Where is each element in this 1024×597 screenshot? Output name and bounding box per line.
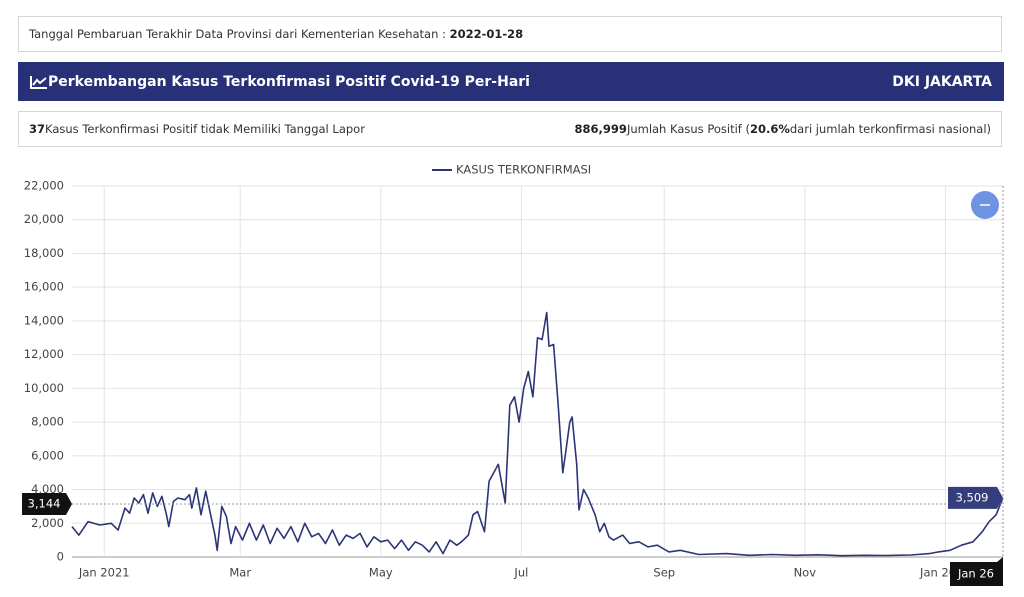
x-tick-label: Sep — [653, 566, 675, 580]
x-tick-label: Mar — [229, 566, 251, 580]
total-value: 886,999 — [574, 122, 627, 136]
share-value: 20.6% — [749, 122, 790, 136]
y-tick-label: 18,000 — [24, 246, 64, 260]
chart-icon — [30, 75, 47, 89]
update-box: Tanggal Pembaruan Terakhir Data Provinsi… — [18, 16, 1002, 52]
unreported: 37Kasus Terkonfirmasi Positif tidak Memi… — [29, 122, 365, 136]
crosshair-y-label: 3,144 — [28, 496, 61, 510]
y-tick-label: 10,000 — [24, 381, 64, 395]
tooltip-x-label: Jan 26 — [957, 567, 994, 581]
unreported-value: 37 — [29, 122, 46, 136]
update-label: Tanggal Pembaruan Terakhir Data Provinsi… — [29, 27, 446, 41]
y-tick-label: 14,000 — [24, 313, 64, 327]
y-tick-label: 16,000 — [24, 280, 64, 294]
x-tick-label: Jul — [513, 566, 528, 580]
x-tick-label: May — [369, 566, 393, 580]
legend-label: KASUS TERKONFIRMASI — [456, 163, 591, 177]
update-date: 2022-01-28 — [449, 27, 524, 41]
tooltip-box — [948, 486, 1003, 509]
crosshair-y-box — [22, 492, 72, 515]
y-tick-label: 2,000 — [31, 516, 64, 530]
panel-title: Perkembangan Kasus Terkonfirmasi Positif… — [48, 73, 530, 90]
y-tick-label: 0 — [57, 550, 64, 564]
tooltip-x-box — [950, 557, 1003, 586]
stats-box: 37Kasus Terkonfirmasi Positif tidak Memi… — [18, 111, 1002, 147]
y-tick-label: 4,000 — [31, 482, 64, 496]
y-tick-label: 20,000 — [24, 212, 64, 226]
unreported-label: Kasus Terkonfirmasi Positif tidak Memili… — [45, 122, 365, 136]
chart: 0 2,000 4,000 6,000 8,000 10,000 12,000 14,000 1… — [22, 163, 1004, 586]
panel-header: Perkembangan Kasus Terkonfirmasi Positif… — [18, 62, 1004, 101]
panel-title-wrap: Perkembangan Kasus Terkonfirmasi Positif… — [30, 74, 530, 90]
y-tick-label: 22,000 — [24, 179, 64, 193]
zoom-button[interactable] — [971, 191, 999, 219]
total: 886,999Jumlah Kasus Positif (20.6%dari j… — [575, 122, 991, 136]
region: DKI JAKARTA — [892, 73, 992, 90]
share-label: dari jumlah terkonfirmasi nasional) — [789, 122, 991, 136]
x-tick-label: Nov — [794, 566, 817, 580]
y-tick-label: 8,000 — [31, 415, 64, 429]
y-tick-label: 12,000 — [24, 347, 64, 361]
y-tick-label: 6,000 — [31, 448, 64, 462]
total-label: Jumlah Kasus Positif ( — [626, 122, 750, 136]
series-line — [71, 311, 1004, 557]
x-tick-label: Jan 2021 — [78, 566, 130, 580]
tooltip-value: 3,509 — [956, 490, 989, 504]
